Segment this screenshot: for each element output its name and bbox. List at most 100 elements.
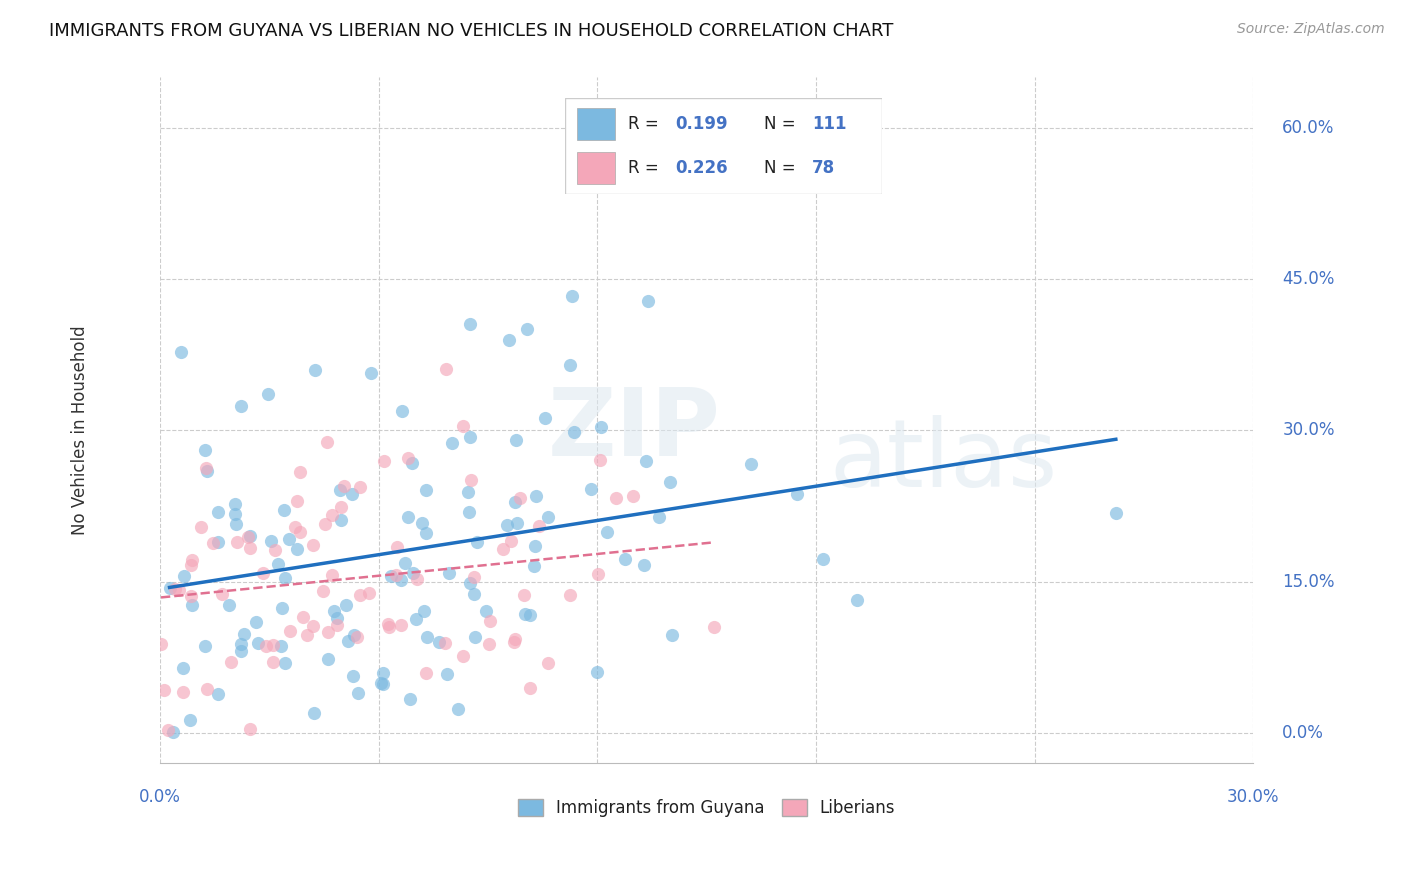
Text: 30.0%: 30.0%: [1282, 421, 1334, 440]
Point: [292, 610, 315, 624]
Point: [659, 475, 682, 490]
Point: [458, 318, 481, 332]
Point: [413, 604, 436, 618]
Point: [316, 625, 339, 640]
Point: [703, 619, 725, 633]
Point: [492, 541, 515, 556]
Point: [329, 483, 352, 498]
Point: [316, 434, 339, 449]
Point: [156, 723, 179, 737]
Text: 15.0%: 15.0%: [1282, 573, 1334, 591]
Point: [427, 635, 450, 649]
Point: [162, 725, 184, 739]
Point: [270, 640, 292, 654]
Point: [170, 345, 193, 359]
Point: [503, 495, 526, 509]
Point: [238, 529, 260, 543]
Point: [1105, 506, 1128, 520]
Text: No Vehicles in Household: No Vehicles in Household: [70, 326, 89, 535]
Point: [498, 334, 520, 348]
Point: [262, 638, 284, 652]
Point: [245, 615, 267, 630]
Point: [159, 581, 181, 595]
Point: [239, 541, 262, 556]
Point: [238, 723, 260, 737]
Point: [637, 294, 659, 309]
Point: [173, 569, 195, 583]
Point: [558, 588, 581, 602]
Point: [846, 593, 869, 607]
Point: [380, 569, 402, 583]
Point: [634, 454, 657, 468]
Point: [254, 640, 277, 654]
Text: IMMIGRANTS FROM GUYANA VS LIBERIAN NO VEHICLES IN HOUSEHOLD CORRELATION CHART: IMMIGRANTS FROM GUYANA VS LIBERIAN NO VE…: [49, 22, 894, 40]
Point: [389, 573, 412, 587]
Point: [513, 607, 536, 621]
Point: [440, 435, 463, 450]
Point: [371, 677, 394, 691]
Point: [278, 624, 301, 638]
Point: [221, 655, 243, 669]
Point: [190, 520, 212, 534]
Point: [218, 598, 240, 612]
Point: [302, 619, 325, 633]
Point: [207, 505, 229, 519]
Point: [385, 568, 408, 582]
Point: [360, 366, 382, 380]
Point: [451, 419, 474, 434]
Point: [465, 534, 488, 549]
Point: [194, 639, 217, 653]
Text: 30.0%: 30.0%: [1227, 789, 1279, 806]
Point: [605, 491, 627, 506]
Point: [349, 588, 371, 602]
Point: [284, 520, 307, 534]
Point: [180, 598, 202, 612]
Point: [274, 571, 297, 585]
Point: [172, 660, 194, 674]
Text: Source: ZipAtlas.com: Source: ZipAtlas.com: [1237, 22, 1385, 37]
Point: [342, 628, 364, 642]
Text: atlas: atlas: [830, 415, 1057, 507]
Point: [401, 456, 423, 470]
Point: [460, 430, 482, 444]
Point: [224, 497, 246, 511]
Point: [329, 500, 352, 514]
Point: [415, 666, 437, 681]
Point: [411, 516, 433, 531]
Point: [224, 507, 246, 521]
Point: [370, 675, 392, 690]
Point: [197, 681, 219, 696]
Point: [478, 614, 501, 628]
Text: 0.0%: 0.0%: [1282, 724, 1324, 742]
Point: [416, 630, 439, 644]
Point: [399, 692, 422, 706]
Point: [304, 362, 326, 376]
Point: [337, 634, 360, 648]
Point: [302, 538, 325, 552]
Point: [633, 558, 655, 573]
Point: [463, 570, 485, 584]
Point: [342, 669, 364, 683]
Point: [326, 611, 349, 625]
Point: [194, 443, 217, 458]
Point: [586, 567, 609, 582]
Point: [524, 489, 547, 503]
Point: [434, 635, 457, 649]
Point: [273, 656, 295, 670]
Point: [172, 685, 194, 699]
Point: [451, 649, 474, 664]
Point: [648, 510, 671, 524]
Point: [463, 587, 485, 601]
Point: [536, 657, 558, 671]
Point: [457, 485, 479, 500]
Point: [288, 525, 311, 540]
Point: [434, 362, 457, 376]
Point: [194, 460, 217, 475]
Point: [179, 713, 201, 727]
Point: [396, 451, 419, 466]
Point: [406, 572, 429, 586]
Point: [396, 510, 419, 524]
Point: [236, 531, 259, 545]
Point: [271, 601, 294, 615]
Point: [505, 433, 527, 447]
